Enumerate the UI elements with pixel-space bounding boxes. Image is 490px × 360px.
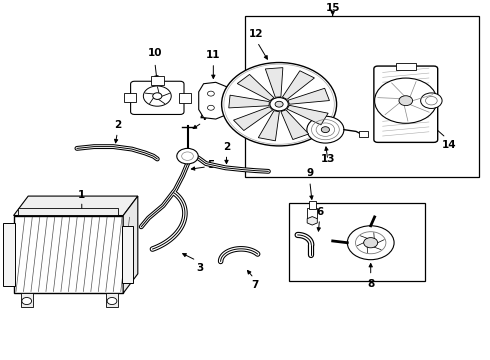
- Bar: [3, 222, 15, 286]
- FancyBboxPatch shape: [131, 81, 184, 114]
- Bar: [19, 208, 118, 215]
- Text: 3: 3: [196, 262, 204, 273]
- Text: 11: 11: [206, 50, 220, 60]
- Circle shape: [221, 63, 337, 146]
- FancyBboxPatch shape: [374, 66, 438, 142]
- Circle shape: [207, 105, 214, 110]
- Polygon shape: [258, 111, 279, 141]
- Polygon shape: [288, 88, 329, 104]
- Bar: [21, 293, 33, 307]
- Circle shape: [275, 101, 283, 107]
- Bar: [245, 16, 479, 177]
- Text: 2: 2: [223, 142, 230, 152]
- Text: 1: 1: [78, 190, 85, 199]
- Circle shape: [374, 78, 437, 123]
- Polygon shape: [287, 105, 328, 125]
- Circle shape: [270, 98, 288, 111]
- Text: 10: 10: [147, 48, 162, 58]
- Polygon shape: [237, 75, 274, 101]
- Polygon shape: [281, 110, 309, 140]
- Text: 7: 7: [251, 280, 258, 290]
- Polygon shape: [199, 82, 234, 119]
- Bar: [122, 226, 133, 283]
- Text: 14: 14: [442, 140, 457, 149]
- Bar: [309, 201, 316, 209]
- Circle shape: [425, 96, 437, 105]
- Bar: [123, 93, 136, 102]
- Text: 8: 8: [367, 279, 374, 289]
- Circle shape: [321, 127, 329, 132]
- Circle shape: [347, 226, 394, 260]
- Bar: [396, 63, 416, 69]
- Polygon shape: [123, 196, 138, 293]
- Bar: [179, 93, 191, 103]
- Bar: [289, 203, 425, 281]
- Circle shape: [22, 297, 31, 305]
- Text: 4: 4: [199, 112, 207, 122]
- Circle shape: [207, 91, 214, 96]
- Bar: [360, 131, 368, 137]
- Bar: [151, 76, 164, 85]
- Circle shape: [356, 232, 386, 254]
- Polygon shape: [307, 217, 318, 225]
- Circle shape: [107, 297, 117, 305]
- Text: 9: 9: [306, 168, 314, 179]
- Text: 6: 6: [316, 207, 323, 217]
- Text: 15: 15: [325, 3, 340, 13]
- Polygon shape: [266, 68, 283, 97]
- Text: 13: 13: [320, 154, 335, 164]
- Circle shape: [420, 93, 442, 108]
- Circle shape: [144, 86, 171, 106]
- Polygon shape: [282, 71, 315, 99]
- Text: 12: 12: [248, 28, 263, 39]
- Circle shape: [399, 96, 413, 105]
- Circle shape: [177, 148, 198, 164]
- Circle shape: [182, 152, 194, 161]
- Circle shape: [364, 238, 378, 248]
- Text: 5: 5: [207, 160, 215, 170]
- Text: 2: 2: [114, 120, 121, 130]
- Bar: [106, 293, 118, 307]
- Polygon shape: [234, 107, 272, 131]
- Circle shape: [153, 93, 162, 99]
- Polygon shape: [14, 196, 138, 216]
- Polygon shape: [14, 216, 123, 293]
- Bar: [307, 208, 317, 219]
- Circle shape: [307, 116, 344, 143]
- Polygon shape: [229, 95, 270, 108]
